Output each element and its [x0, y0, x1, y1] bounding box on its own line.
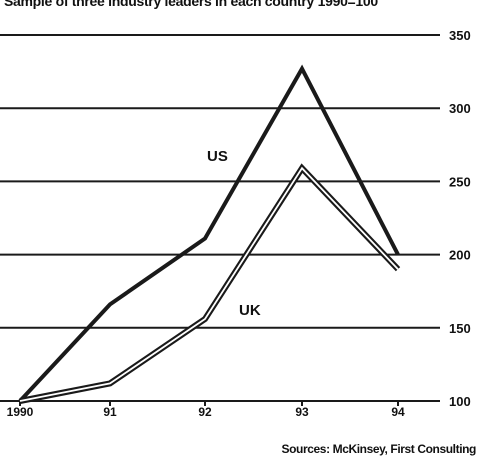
series-line-uk	[19, 163, 401, 404]
y-tick-label-300: 300	[449, 101, 471, 116]
x-tick-label-94: 94	[391, 405, 405, 419]
series-lines	[18, 64, 401, 404]
chart-source: Sources: McKinsey, First Consulting	[281, 442, 477, 456]
gridlines	[0, 34, 440, 406]
x-tick-label-91: 91	[103, 405, 117, 419]
y-tick-label-100: 100	[449, 394, 471, 409]
chart-subtitle: Sample of three industry leaders in each…	[4, 0, 378, 9]
x-tick-label-93: 93	[295, 405, 309, 419]
y-tick-label-150: 150	[449, 321, 471, 336]
y-tick-label-200: 200	[449, 248, 471, 263]
x-tick-label-92: 92	[198, 405, 212, 419]
series-label-uk: UK	[239, 302, 261, 319]
series-line-us	[18, 64, 400, 403]
y-tick-label-250: 250	[449, 174, 471, 189]
labels: 100 150 200 250 300 350 1990 91 92 93 94 US UK	[7, 28, 471, 419]
series-line-inner-uk	[19, 166, 399, 402]
series-label-us: US	[207, 148, 228, 165]
y-tick-label-350: 350	[449, 28, 471, 43]
x-tick-label-1990: 1990	[7, 405, 34, 419]
